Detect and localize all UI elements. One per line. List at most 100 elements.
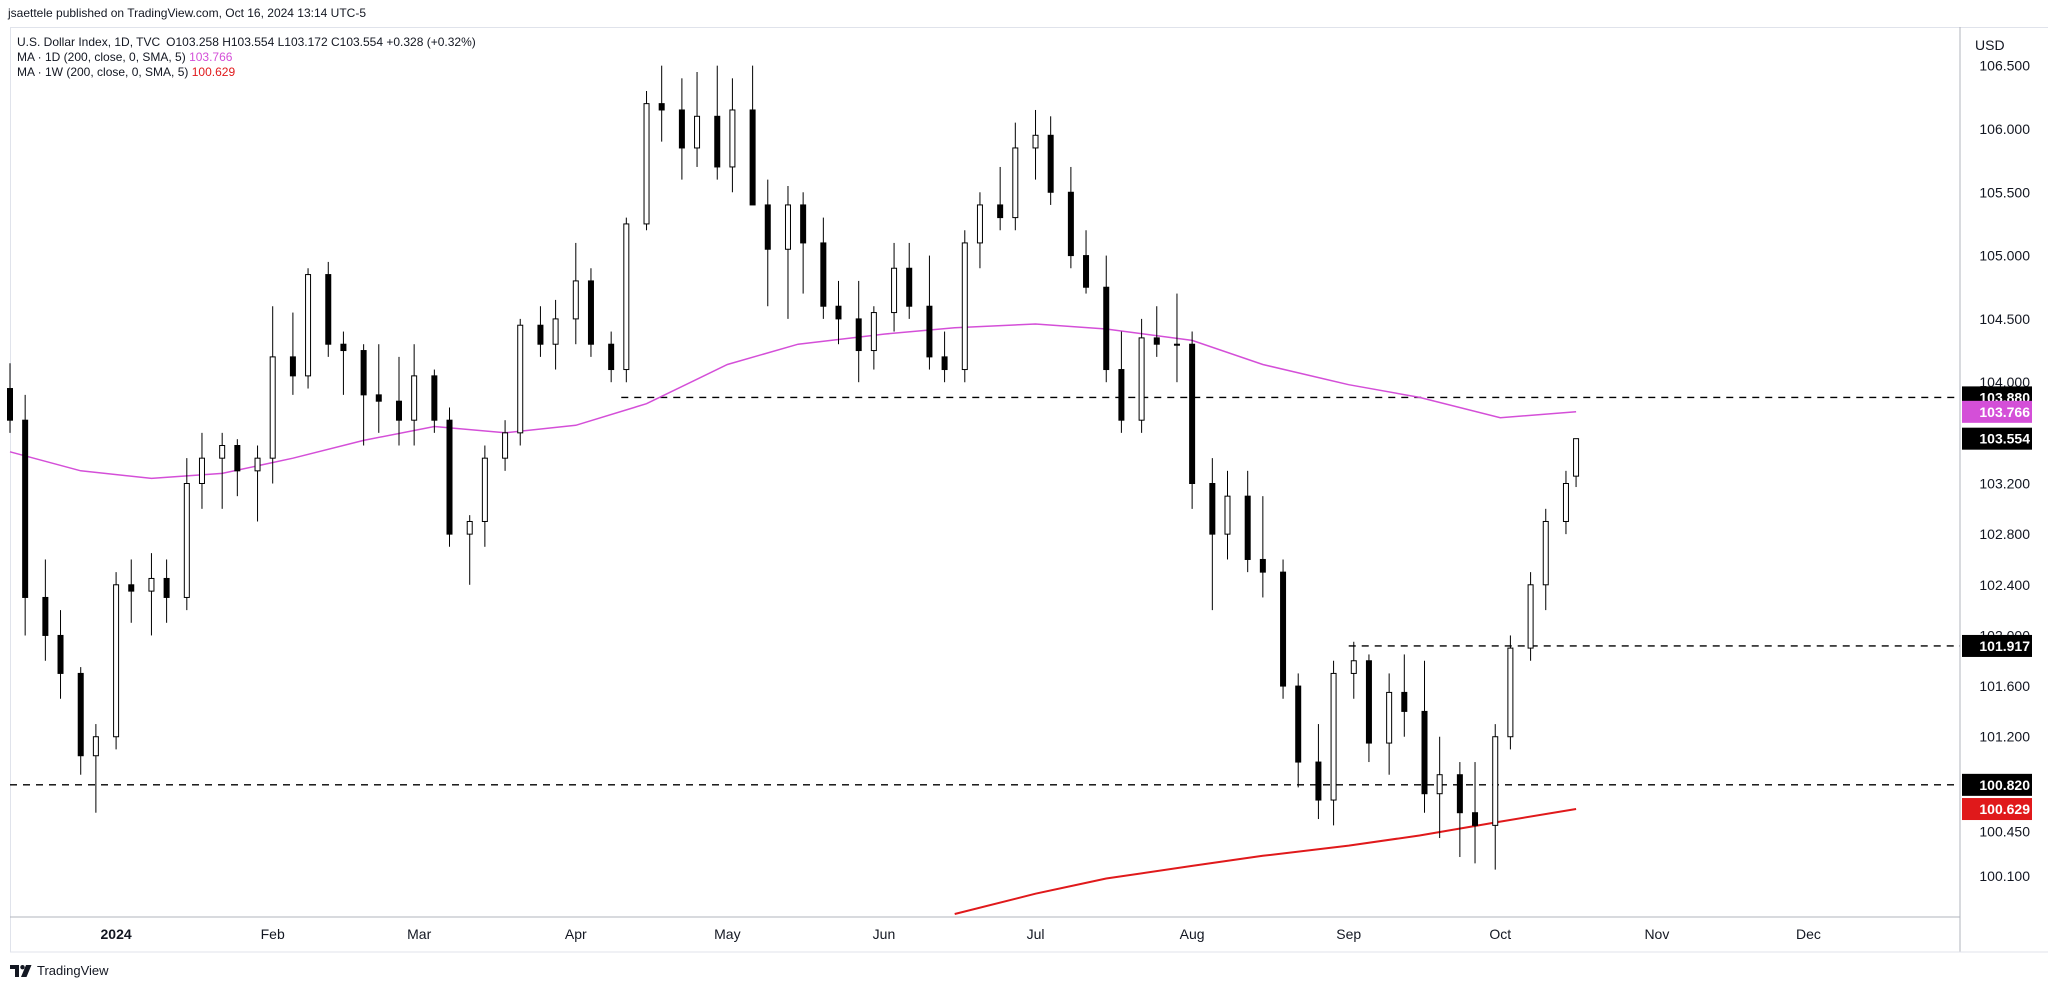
chart-pane[interactable] [10,27,2048,952]
candle-59 [1047,116,1054,205]
ohlc-readout: O103.258 H103.554 L103.172 C103.554 +0.3… [166,35,476,49]
candle-body [855,318,862,352]
candle-body [926,305,933,358]
x-tick-label: Dec [1796,926,1821,942]
candle-body [572,280,579,320]
last-price-tag-text: 103.554 [1979,431,2030,447]
x-tick-label: Aug [1180,926,1205,942]
currency-label[interactable]: USD [1975,37,2005,53]
candle-body [183,482,190,598]
candle-body [784,204,791,250]
candle-body [289,356,296,377]
candlesticks [7,65,1580,870]
candle-body [976,204,983,244]
price-tags: 103.880101.917100.820103.766100.629103.5… [1962,386,2032,821]
candle-41 [729,78,736,193]
candle-body [219,445,226,459]
candle-18 [325,261,332,357]
candle-64 [1138,318,1145,433]
candle-25 [446,407,453,547]
candle-75 [1330,660,1337,826]
candle-body [1244,495,1251,560]
ma-tag-1-text: 100.629 [1979,801,2030,817]
candle-1 [22,394,29,636]
candle-body [395,400,402,421]
price-axis[interactable]: 100.100100.450100.820101.200101.600102.0… [1979,58,2030,884]
level-tag-1-box [1962,634,2032,657]
candle-68 [1209,458,1216,611]
candle-3 [57,610,64,699]
candle-body [870,312,877,352]
candle-body [764,204,771,250]
candle-body [411,375,418,421]
candle-15 [269,306,276,484]
candle-67 [1189,331,1196,509]
candle-79 [1401,654,1408,737]
candle-6 [113,572,120,750]
time-axis[interactable]: 2024 Feb Mar Apr May Jun Jul Aug Sep Oct Nov Dec [101,926,1821,942]
candle-body [42,596,49,636]
candle-body [7,388,13,421]
moving-averages [9,323,1577,915]
y-tick-label: 101.200 [1979,729,2030,745]
candle-5 [92,724,99,813]
symbol-title[interactable]: U.S. Dollar Index, 1D, TVC [17,35,161,49]
candle-14 [254,445,261,522]
y-tick-label: 106.500 [1979,58,2030,74]
candle-84 [1492,724,1499,870]
candle-62 [1103,255,1110,383]
candle-body [325,274,332,345]
candle-body [820,242,827,307]
horizontal-levels[interactable] [10,396,1960,786]
candle-61 [1083,230,1090,294]
x-tick-label: Jul [1027,926,1045,942]
candle-7 [128,559,135,623]
candle-body [481,457,488,522]
candle-body [552,318,559,345]
candle-37 [658,65,665,142]
candle-76 [1350,641,1357,699]
candle-body [1492,736,1499,826]
candle-body [92,736,99,757]
candle-77 [1365,654,1372,763]
candle-46 [820,217,827,319]
candle-body [466,520,473,535]
candle-body [1259,558,1266,573]
x-tick-label: Oct [1489,926,1511,942]
ma-weekly-label[interactable]: MA · 1W (200, close, 0, SMA, 5) [17,65,189,79]
level-tag-2: 100.820 [1962,773,2032,796]
candle-body [800,204,807,244]
candle-body [608,343,615,371]
candle-87 [1542,508,1549,611]
ma-weekly-line [954,808,1577,915]
candle-body [502,432,509,459]
candle-78 [1386,673,1393,775]
candle-body [891,267,898,314]
candle-body [1138,337,1145,421]
candle-80 [1421,660,1428,813]
ma-tag-0-box [1962,400,2032,423]
candle-16 [289,312,296,395]
candle-54 [961,230,968,383]
x-tick-label: 2024 [101,926,132,942]
tradingview-logo[interactable]: TradingView [10,963,109,978]
candle-body [658,103,665,111]
candle-42 [749,65,756,206]
candle-82 [1456,762,1463,858]
ma-weekly-value: 100.629 [191,65,236,79]
ma-daily-label[interactable]: MA · 1D (200, close, 0, SMA, 5) [17,50,186,64]
chart-legend[interactable]: U.S. Dollar Index, 1D, TVC O103.258 H103.… [17,35,476,80]
candle-70 [1244,470,1251,573]
candle-body [446,419,453,535]
candle-body [694,115,701,149]
candle-body [148,577,155,592]
candle-51 [906,242,913,319]
ma-tag-0: 103.766 [1962,400,2032,423]
candle-body [1083,255,1090,288]
candle-65 [1153,306,1160,357]
candle-49 [870,306,877,370]
candle-body [1472,812,1479,826]
candle-74 [1315,724,1322,820]
candle-body [360,350,367,396]
